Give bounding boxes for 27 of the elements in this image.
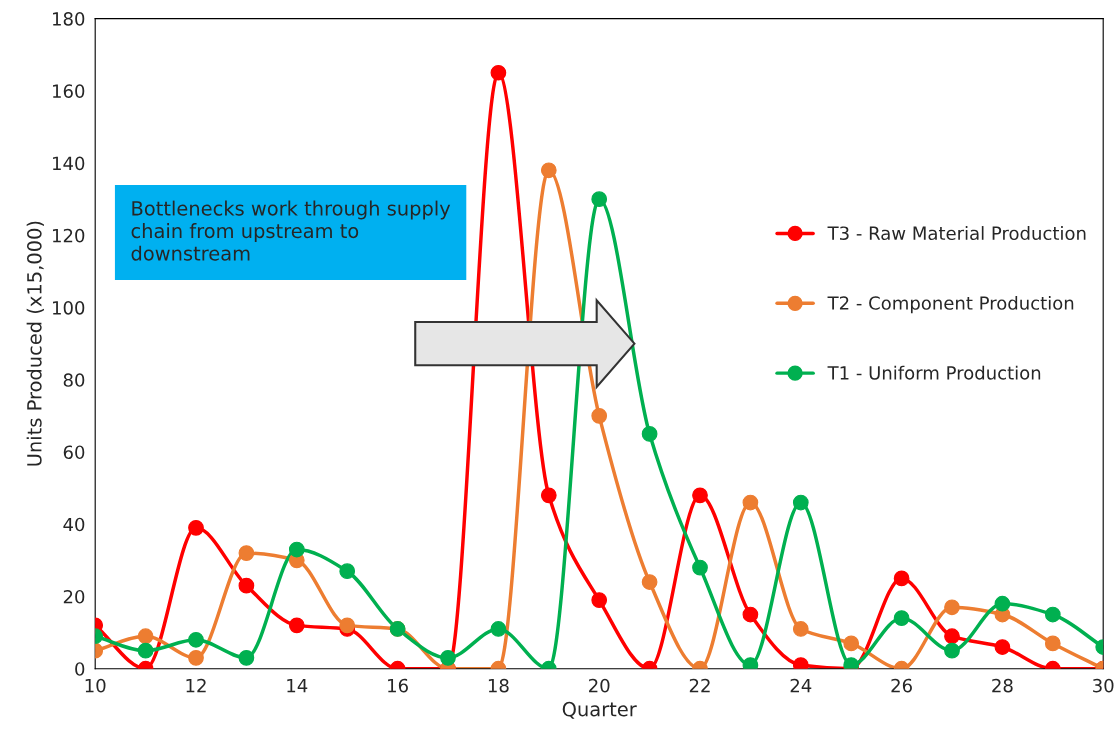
x-tick-label: 20 [589,678,610,693]
annotation: Bottlenecks work through supply chain from upstream to downstream [131,200,451,261]
y-tick-label: 0 [75,662,85,676]
legend-label: T3 - Raw Material Production [827,226,1086,241]
y-tick-label: 100 [53,300,85,315]
x-tick-label: 12 [186,678,206,693]
y-tick-label: 60 [63,445,85,460]
y-tick-label: 180 [53,12,85,26]
x-tick-label: 30 [1093,678,1114,693]
y-tick-label: 120 [53,228,85,243]
x-tick-label: 28 [992,678,1013,693]
y-tick-label: 160 [53,84,85,98]
y-tick-label: 80 [63,373,85,387]
x-tick-label: 18 [488,678,509,693]
x-tick-label: 22 [689,678,710,693]
legend-label: T2 - Component Production [827,295,1074,314]
x-axis-title: Quarter [562,701,637,719]
x-tick-label: 26 [891,678,912,693]
legend-label: T1 - Uniform Production [827,365,1041,380]
x-tick-label: 14 [287,678,308,693]
x-tick-label: 10 [85,678,106,693]
y-tick-label: 40 [63,517,85,532]
y-tick-label: 20 [63,589,85,604]
x-tick-label: 24 [790,678,812,693]
y-axis-title: Units Produced (x15,000) [26,221,44,466]
y-tick-label: 140 [53,156,85,171]
x-tick-label: 16 [388,678,408,693]
